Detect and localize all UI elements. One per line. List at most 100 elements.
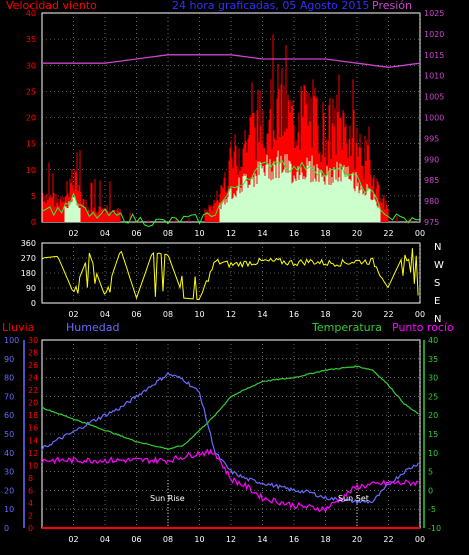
wind-avg-line bbox=[41, 160, 421, 227]
compass-e: E bbox=[434, 296, 440, 307]
dir-xtick-02: 02 bbox=[68, 310, 78, 319]
rain-ytick-20: 20 bbox=[28, 399, 38, 408]
pressure-ytick-985: 985 bbox=[424, 176, 439, 185]
temperature-ytick--5: -5 bbox=[428, 505, 436, 514]
pressure-ytick-1015: 1015 bbox=[424, 51, 444, 60]
pressure-ytick-1025: 1025 bbox=[424, 9, 444, 18]
wind-ytick-25: 25 bbox=[26, 87, 36, 96]
pressure-ytick-1010: 1010 bbox=[424, 72, 444, 81]
wind-xtick-00: 00 bbox=[415, 229, 425, 238]
climate-xtick-20: 20 bbox=[352, 535, 362, 544]
humidity-ytick-40: 40 bbox=[4, 449, 14, 458]
temperature-ytick-0: 0 bbox=[428, 486, 433, 495]
climate-xtick-10: 10 bbox=[194, 535, 204, 544]
dir-xtick-14: 14 bbox=[257, 310, 267, 319]
direction-line bbox=[41, 248, 419, 301]
dir-xtick-04: 04 bbox=[100, 310, 110, 319]
compass-s: S bbox=[434, 278, 440, 289]
wind-ytick-20: 20 bbox=[26, 114, 36, 123]
rain-label: Lluvia bbox=[2, 321, 34, 334]
temperature-ytick-15: 15 bbox=[428, 430, 438, 439]
climate-xtick-08: 08 bbox=[163, 535, 173, 544]
humidity-ytick-60: 60 bbox=[4, 411, 14, 420]
rain-ytick-12: 12 bbox=[28, 449, 38, 458]
dir-xtick-16: 16 bbox=[289, 310, 299, 319]
temperature-ytick-35: 35 bbox=[428, 355, 438, 364]
wind-xtick-16: 16 bbox=[289, 229, 299, 238]
humidity-label: Humedad bbox=[66, 321, 119, 334]
compass-w: W bbox=[434, 260, 444, 271]
wind-ytick-35: 35 bbox=[26, 35, 36, 44]
compass-n-top: N bbox=[434, 242, 441, 253]
wind-xtick-06: 06 bbox=[131, 229, 141, 238]
rain-ytick-30: 30 bbox=[28, 336, 38, 345]
rain-ytick-2: 2 bbox=[28, 511, 33, 520]
compass-labels: N W S E N bbox=[434, 242, 444, 325]
compass-n-bottom: N bbox=[434, 314, 441, 325]
wind-xtick-20: 20 bbox=[352, 229, 362, 238]
temperature-ytick-40: 40 bbox=[428, 336, 438, 345]
wind-speed-label: Velocidad viento bbox=[6, 0, 97, 12]
humidity-ytick-30: 30 bbox=[4, 468, 14, 477]
dewpoint-label: Punto rocío bbox=[392, 321, 454, 334]
wind-ytick-0: 0 bbox=[31, 218, 36, 227]
wind-xtick-12: 12 bbox=[226, 229, 236, 238]
humidity-line bbox=[41, 371, 419, 505]
climate-xtick-06: 06 bbox=[131, 535, 141, 544]
dir-xtick-10: 10 bbox=[194, 310, 204, 319]
temperature-ytick--10: -10 bbox=[428, 524, 441, 533]
climate-xtick-16: 16 bbox=[289, 535, 299, 544]
rain-ytick-18: 18 bbox=[28, 411, 38, 420]
wind-xtick-18: 18 bbox=[320, 229, 330, 238]
dir-xtick-12: 12 bbox=[226, 310, 236, 319]
wind-xtick-08: 08 bbox=[163, 229, 173, 238]
temperature-ytick-25: 25 bbox=[428, 392, 438, 401]
direction-ytick-270: 270 bbox=[21, 254, 36, 263]
wind-ytick-40: 40 bbox=[26, 9, 36, 18]
humidity-ytick-90: 90 bbox=[4, 355, 14, 364]
wind-xtick-14: 14 bbox=[257, 229, 267, 238]
wind-ytick-30: 30 bbox=[26, 61, 36, 70]
dir-xtick-20: 20 bbox=[352, 310, 362, 319]
wind-xtick-04: 04 bbox=[100, 229, 110, 238]
pressure-ytick-1005: 1005 bbox=[424, 93, 444, 102]
dir-xtick-18: 18 bbox=[320, 310, 330, 319]
temperature-line bbox=[41, 365, 419, 451]
rain-ytick-28: 28 bbox=[28, 349, 38, 358]
temperature-ytick-10: 10 bbox=[428, 449, 438, 458]
humidity-ytick-100: 100 bbox=[4, 336, 19, 345]
pressure-ytick-1020: 1020 bbox=[424, 30, 444, 39]
direction-ytick-90: 90 bbox=[26, 284, 36, 293]
dir-xtick-00: 00 bbox=[415, 310, 425, 319]
humidity-ytick-80: 80 bbox=[4, 374, 14, 383]
sunrise-label: Sun Rise bbox=[150, 494, 185, 503]
sunset-label: Sun Set bbox=[338, 494, 369, 503]
dir-xtick-06: 06 bbox=[131, 310, 141, 319]
direction-ytick-180: 180 bbox=[21, 269, 36, 278]
temperature-ytick-30: 30 bbox=[428, 374, 438, 383]
rain-ytick-14: 14 bbox=[28, 436, 38, 445]
wind-ytick-5: 5 bbox=[31, 192, 36, 201]
temperature-label: Temperatura bbox=[311, 321, 382, 334]
pressure-label: Presión bbox=[372, 0, 412, 12]
climate-xtick-14: 14 bbox=[257, 535, 267, 544]
rain-ytick-26: 26 bbox=[28, 361, 38, 370]
rain-ytick-16: 16 bbox=[28, 424, 38, 433]
climate-xtick-18: 18 bbox=[320, 535, 330, 544]
wind-xtick-22: 22 bbox=[383, 229, 393, 238]
direction-ytick-360: 360 bbox=[21, 239, 36, 248]
humidity-ytick-70: 70 bbox=[4, 392, 14, 401]
climate-xtick-00: 00 bbox=[415, 535, 425, 544]
climate-xtick-02: 02 bbox=[68, 535, 78, 544]
pressure-ytick-990: 990 bbox=[424, 155, 439, 164]
pressure-ytick-1000: 1000 bbox=[424, 114, 444, 123]
direction-ytick-0: 0 bbox=[31, 299, 36, 308]
humidity-ytick-50: 50 bbox=[4, 430, 14, 439]
rain-ytick-6: 6 bbox=[28, 486, 33, 495]
climate-xtick-04: 04 bbox=[100, 535, 110, 544]
wind-ytick-15: 15 bbox=[26, 140, 36, 149]
wind-xtick-10: 10 bbox=[194, 229, 204, 238]
pressure-line bbox=[42, 54, 421, 68]
rain-ytick-24: 24 bbox=[28, 374, 38, 383]
